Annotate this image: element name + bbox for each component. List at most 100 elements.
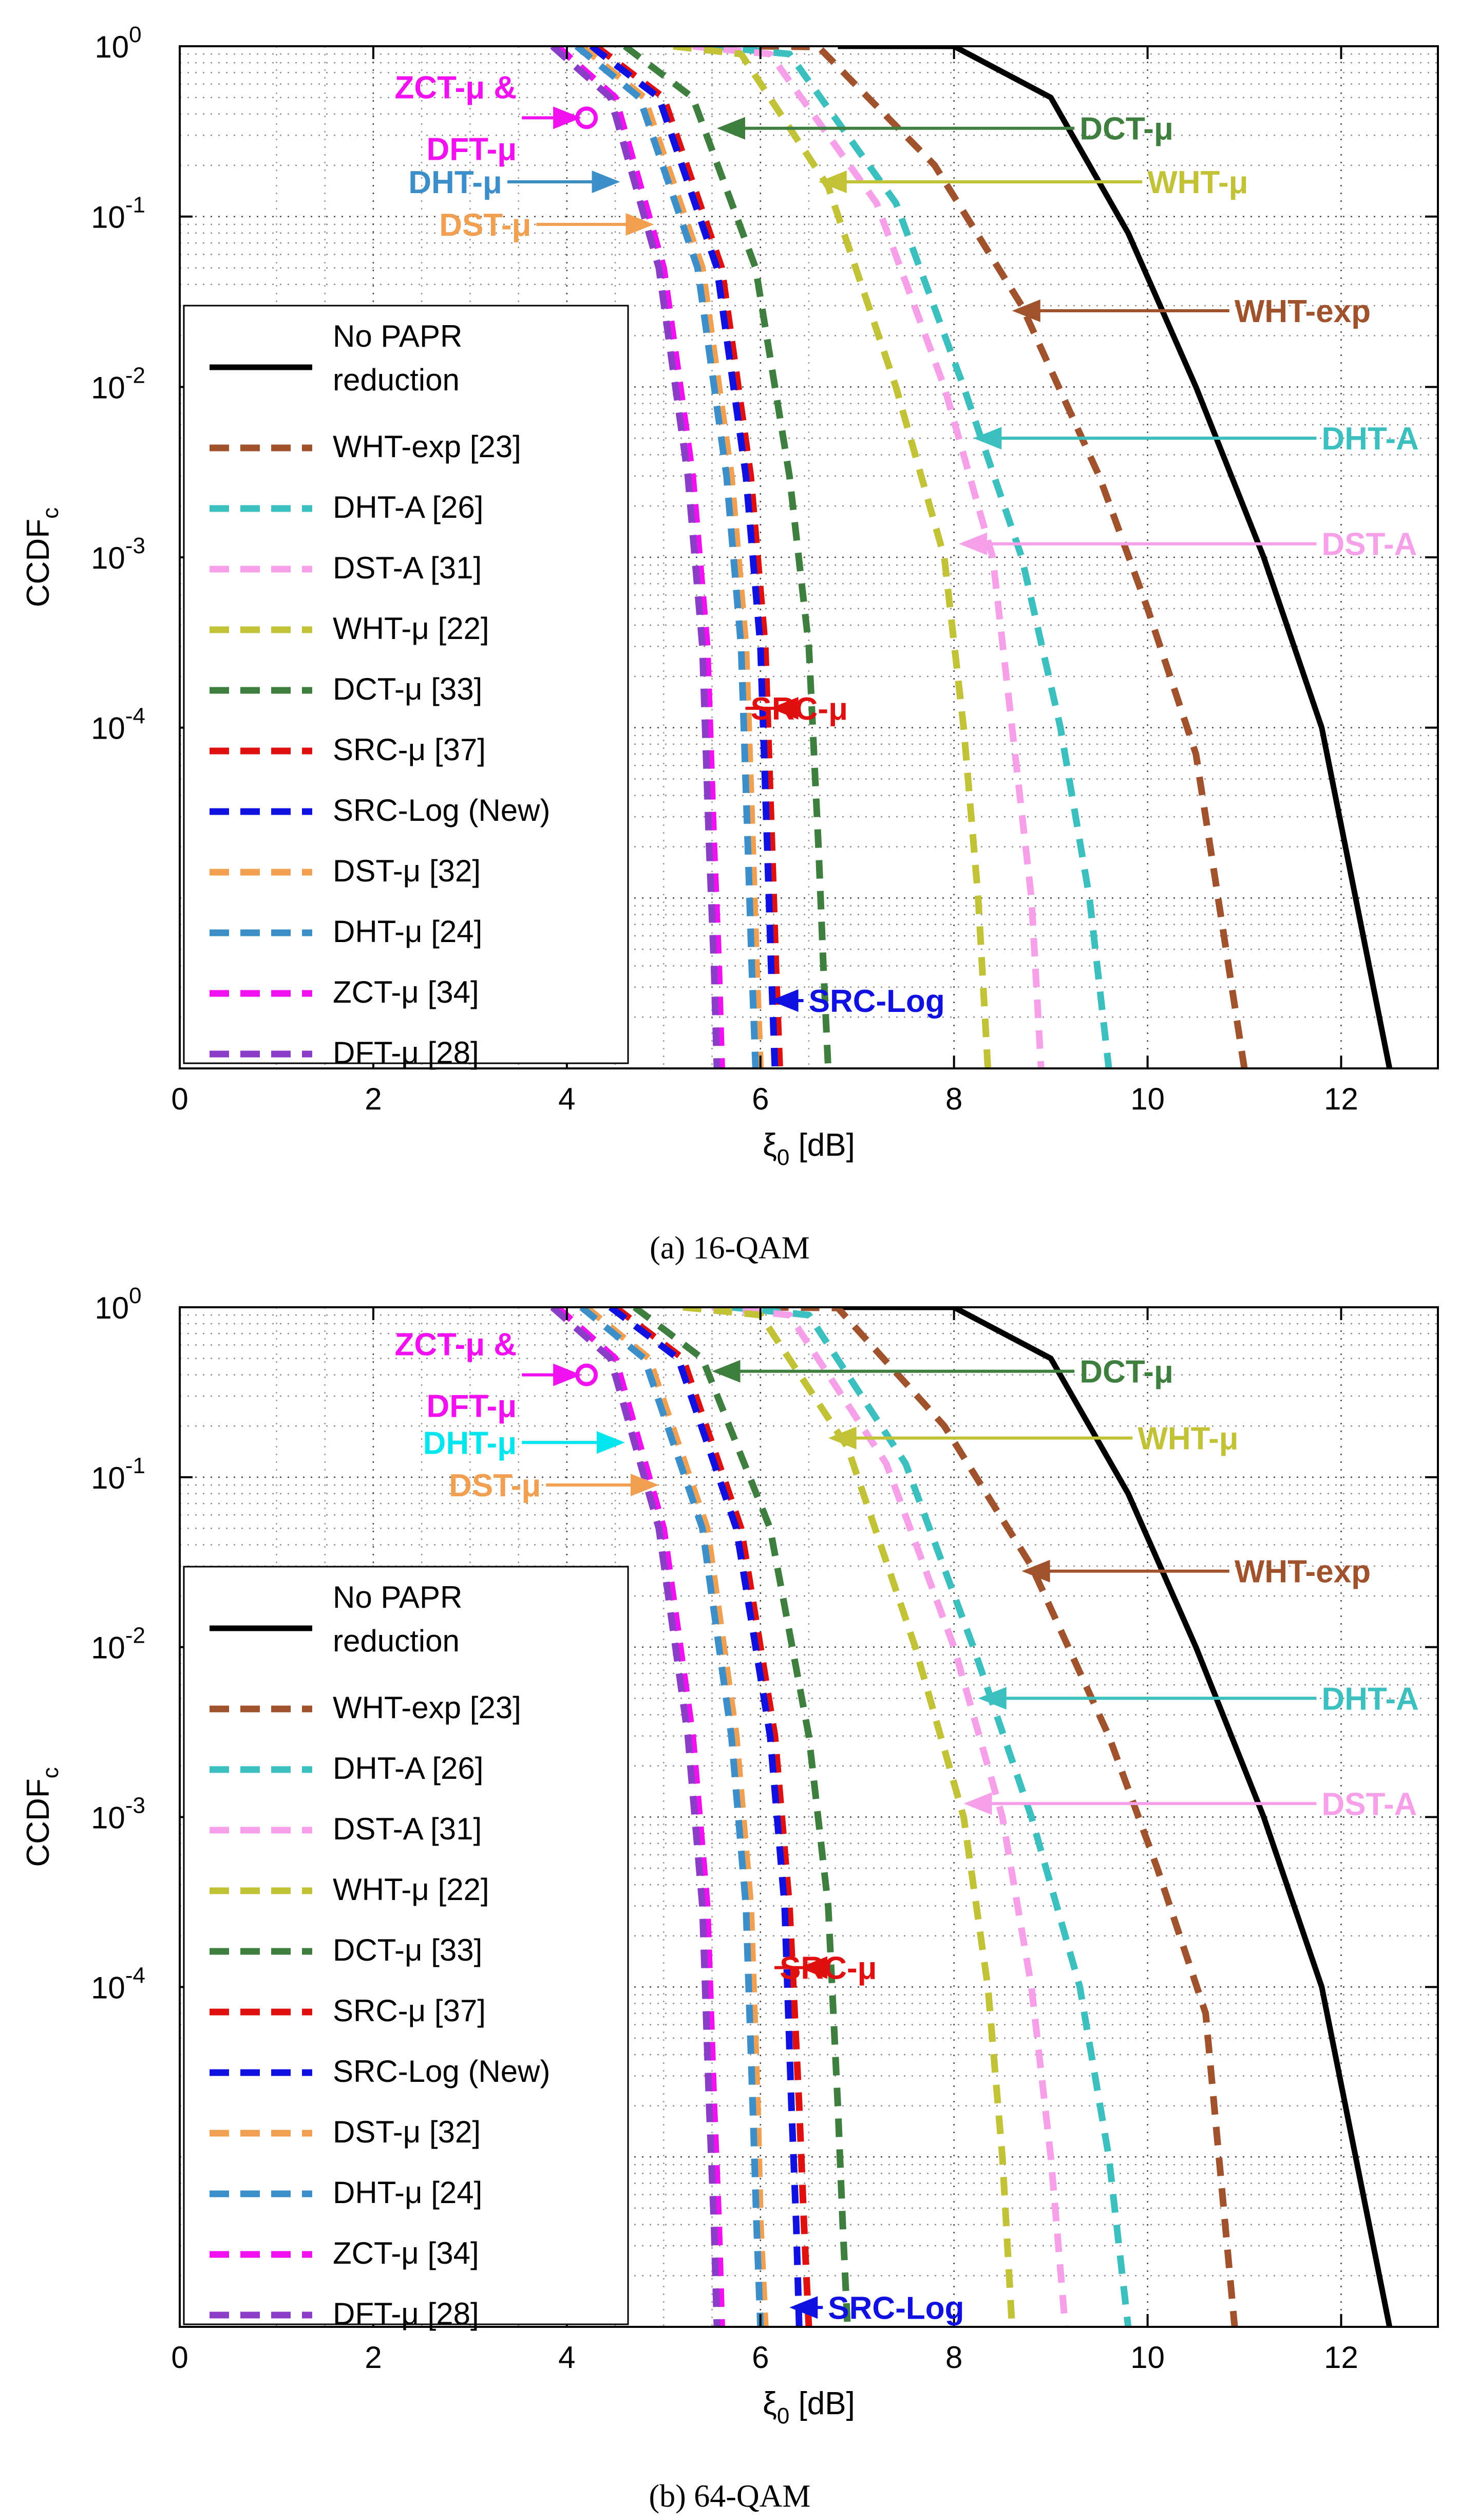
annotation-arrow-head xyxy=(789,2296,818,2319)
annotation-wht-exp: WHT-exp xyxy=(1021,1554,1371,1590)
series-line-dct-33 xyxy=(632,1307,851,2327)
legend-item: DST-μ [32] xyxy=(210,2115,481,2149)
annotation-label: DST-μ xyxy=(449,1468,541,1503)
legend-label: DHT-A [26] xyxy=(333,490,483,524)
annotation-marker xyxy=(575,1363,598,1386)
legend-label: DHT-μ [24] xyxy=(333,914,482,949)
series-line-src-37 xyxy=(594,46,783,1068)
annotation-label: WHT-μ xyxy=(1147,165,1248,200)
legend-label: DST-A [31] xyxy=(333,551,482,585)
annotation-arrow-head xyxy=(596,1431,625,1454)
annotation-arrow-head xyxy=(978,1687,1007,1710)
annotation-dht-a: DHT-A xyxy=(973,421,1419,457)
annotation-arrow-head xyxy=(716,117,745,140)
annotation-arrow-head xyxy=(630,1473,659,1496)
annotation-wht-exp: WHT-exp xyxy=(1012,294,1371,329)
x-tick-label: 8 xyxy=(945,1082,962,1116)
x-tick-label: 2 xyxy=(365,2340,382,2375)
legend-item: DHT-μ [24] xyxy=(210,2175,482,2210)
annotation-arrow-head xyxy=(712,1360,741,1383)
legend-label: WHT-exp [23] xyxy=(333,1690,521,1725)
annotation-dht-a: DHT-A xyxy=(978,1681,1419,1717)
legend-label: DFT-μ [28] xyxy=(333,1036,479,1070)
annotation-arrow-head xyxy=(553,106,582,129)
annotation-arrow-head xyxy=(1021,1559,1050,1583)
caption-a: (a) 16-QAM xyxy=(650,1231,810,1266)
annotation-label: DCT-μ xyxy=(1079,111,1173,147)
legend-item: DFT-μ [28] xyxy=(210,1036,479,1070)
legend-item: ZCT-μ [34] xyxy=(210,2236,479,2270)
series-line-src-log-new xyxy=(589,46,779,1068)
series-line-dct-33 xyxy=(622,46,832,1068)
annotation-arrow-head xyxy=(592,170,620,193)
legend-item: WHT-μ [22] xyxy=(210,1872,489,1907)
annotation-label: DFT-μ xyxy=(426,131,517,167)
annotation-dht: DHT-μ xyxy=(423,1425,625,1461)
x-tick-label: 10 xyxy=(1130,1082,1165,1116)
legend-item: ZCT-μ [34] xyxy=(210,975,479,1009)
annotation-arrow-head xyxy=(828,1426,857,1450)
legend-label: No PAPR xyxy=(333,1580,462,1614)
annotation-src-log: SRC-Log xyxy=(789,2290,964,2326)
annotation-dct: DCT-μ xyxy=(716,111,1173,147)
series-line-src-log-new xyxy=(608,1307,803,2327)
annotation-label: DHT-A xyxy=(1321,1681,1418,1717)
legend-item: DST-μ [32] xyxy=(210,854,481,888)
annotation-arrow-head xyxy=(818,170,847,193)
annotation-wht: WHT-μ xyxy=(828,1421,1239,1457)
series-line-dst-a-31 xyxy=(711,1307,1069,2327)
legend-label: WHT-μ [22] xyxy=(333,611,489,646)
annotation-dst: DST-μ xyxy=(449,1468,659,1503)
legend-label: DHT-μ [24] xyxy=(333,2175,482,2210)
annotation-wht: WHT-μ xyxy=(818,165,1248,200)
annotation-src-log: SRC-Log xyxy=(770,984,945,1019)
series-line-dst-a-31 xyxy=(692,46,1045,1068)
series-line-wht-22 xyxy=(682,1307,1016,2327)
annotation-zct-dft: ZCT-μ & DFT-μ xyxy=(394,70,598,167)
grid xyxy=(180,1307,1438,2327)
legend-item: DCT-μ [33] xyxy=(210,672,482,706)
legend-label: reduction xyxy=(333,1624,460,1658)
legend-label: DST-μ [32] xyxy=(333,854,481,888)
x-tick-label: 4 xyxy=(558,2340,575,2375)
x-tick-label: 12 xyxy=(1324,2340,1358,2375)
series-line-wht-22 xyxy=(673,46,992,1068)
legend-label: SRC-μ [37] xyxy=(333,1994,486,2028)
annotation-arrow-head xyxy=(625,213,654,236)
x-tick-label: 6 xyxy=(752,1082,769,1116)
legend: No PAPR reduction WHT-exp [23] DHT-A [26] DS… xyxy=(183,305,629,1070)
legend-item: WHT-exp [23] xyxy=(210,1690,521,1725)
legend-label: DHT-A [26] xyxy=(333,1751,483,1785)
annotation-dct: DCT-μ xyxy=(712,1355,1173,1390)
series-line-dft-28 xyxy=(550,46,720,1068)
legend-item: No PAPR reduction xyxy=(210,1580,462,1658)
legend-item: No PAPR reduction xyxy=(210,319,462,397)
annotation-label: DHT-A xyxy=(1321,421,1418,457)
annotation-label: DHT-μ xyxy=(423,1425,517,1461)
series-line-dht-24 xyxy=(579,1307,764,2327)
legend-item: SRC-μ [37] xyxy=(210,732,486,767)
annotation-dst-a: DST-A xyxy=(963,1786,1417,1822)
legend-item: DHT-μ [24] xyxy=(210,914,482,949)
legend-item: SRC-Log (New) xyxy=(210,793,550,828)
legend-item: DHT-A [26] xyxy=(210,490,483,524)
legend-item: DHT-A [26] xyxy=(210,1751,483,1785)
annotation-label: WHT-exp xyxy=(1235,1554,1371,1590)
annotation-zct-dft: ZCT-μ & DFT-μ xyxy=(394,1327,598,1424)
legend-label: DST-A [31] xyxy=(333,1812,482,1846)
series-line-dst-32 xyxy=(579,46,764,1068)
legend-item: DST-A [31] xyxy=(210,1812,482,1846)
annotation-label: DHT-μ xyxy=(408,165,502,200)
legend-label: DCT-μ [33] xyxy=(333,672,482,706)
legend-label: SRC-Log (New) xyxy=(333,2054,550,2089)
series-line-dft-28 xyxy=(550,1307,720,2327)
annotation-label: SRC-Log xyxy=(828,2290,964,2326)
legend-item: SRC-μ [37] xyxy=(210,1994,486,2028)
series-line-wht-exp-23 xyxy=(770,1307,1238,2327)
x-tick-label: 0 xyxy=(171,1082,188,1116)
legend: No PAPR reduction WHT-exp [23] DHT-A [26] DS… xyxy=(183,1566,629,2331)
series-line-src-37 xyxy=(613,1307,812,2327)
